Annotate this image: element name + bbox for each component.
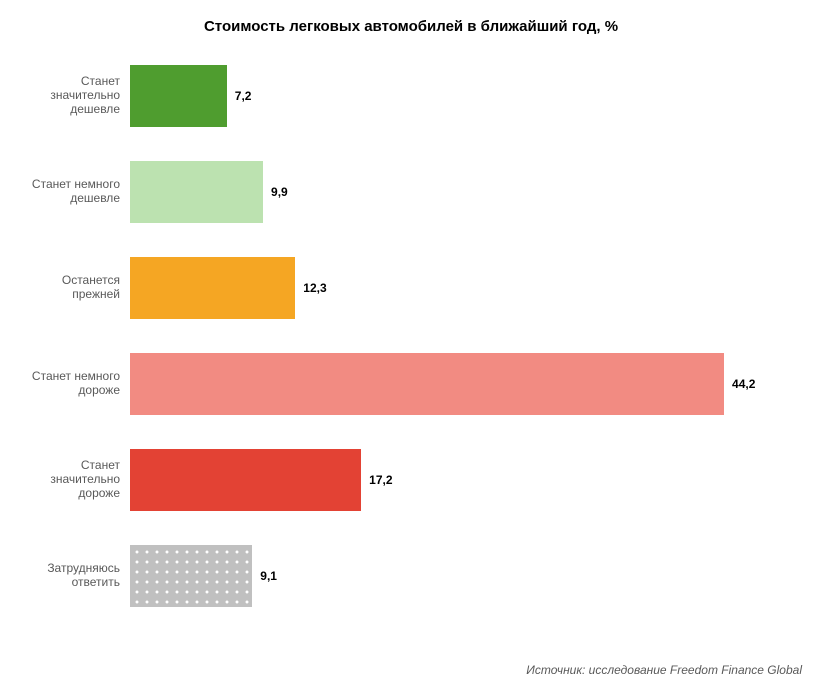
source-footer: Источник: исследование Freedom Finance G… bbox=[526, 663, 802, 677]
category-label: Станет немного дороже bbox=[20, 370, 130, 398]
bar: 9,9 bbox=[130, 161, 263, 223]
bar: 7,2 bbox=[130, 65, 227, 127]
chart-row: Станет немного дороже44,2 bbox=[20, 353, 802, 415]
chart-title: Стоимость легковых автомобилей в ближайш… bbox=[20, 18, 802, 35]
bar: 17,2 bbox=[130, 449, 361, 511]
bar: 12,3 bbox=[130, 257, 295, 319]
category-label: Станет немного дешевле bbox=[20, 178, 130, 206]
bar-track: 17,2 bbox=[130, 449, 802, 511]
chart-row: Станет значительно дешевле7,2 bbox=[20, 65, 802, 127]
value-label: 7,2 bbox=[227, 89, 252, 103]
category-label: Станет значительно дешевле bbox=[20, 75, 130, 116]
bar-track: 7,2 bbox=[130, 65, 802, 127]
bar: 9,1 bbox=[130, 545, 252, 607]
value-label: 17,2 bbox=[361, 473, 392, 487]
category-label: Останется прежней bbox=[20, 274, 130, 302]
value-label: 12,3 bbox=[295, 281, 326, 295]
value-label: 44,2 bbox=[724, 377, 755, 391]
bar: 44,2 bbox=[130, 353, 724, 415]
category-label: Затрудняюсь ответить bbox=[20, 562, 130, 590]
chart-row: Станет немного дешевле9,9 bbox=[20, 161, 802, 223]
bar-track: 12,3 bbox=[130, 257, 802, 319]
chart-row: Затрудняюсь ответить9,1 bbox=[20, 545, 802, 607]
plot-area: Станет значительно дешевле7,2Станет немн… bbox=[20, 57, 802, 637]
chart-row: Останется прежней12,3 bbox=[20, 257, 802, 319]
chart-row: Станет значительно дороже17,2 bbox=[20, 449, 802, 511]
category-label: Станет значительно дороже bbox=[20, 459, 130, 500]
bar-track: 9,1 bbox=[130, 545, 802, 607]
value-label: 9,1 bbox=[252, 569, 277, 583]
value-label: 9,9 bbox=[263, 185, 288, 199]
bar-track: 9,9 bbox=[130, 161, 802, 223]
chart-container: Стоимость легковых автомобилей в ближайш… bbox=[0, 0, 822, 691]
bar-track: 44,2 bbox=[130, 353, 802, 415]
